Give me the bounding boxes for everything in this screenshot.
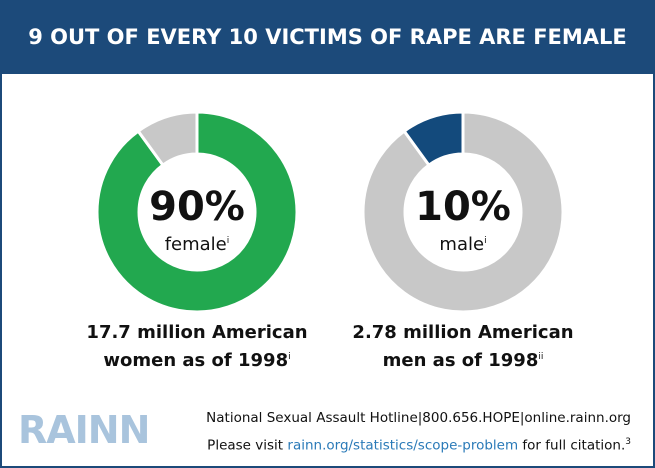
title: 9 OUT OF EVERY 10 VICTIMS OF RAPE ARE FE… bbox=[28, 25, 627, 49]
category: female bbox=[164, 234, 227, 255]
title-bar: 9 OUT OF EVERY 10 VICTIMS OF RAPE ARE FE… bbox=[2, 0, 653, 74]
logo: RAINN bbox=[18, 408, 150, 452]
note-ref: i bbox=[484, 236, 487, 246]
note-ref: i bbox=[226, 236, 230, 246]
caption: 17.7 million American women as of 1998i bbox=[77, 321, 317, 373]
category: male bbox=[439, 234, 485, 255]
citation-link[interactable]: rainn.org/statistics/scope-problem bbox=[287, 437, 519, 454]
note-ref: 3 bbox=[625, 437, 631, 447]
category-label: malei bbox=[383, 229, 543, 257]
donut-segment bbox=[95, 110, 299, 314]
center-label: 90% femalei bbox=[117, 185, 277, 257]
donut-segment bbox=[361, 110, 565, 314]
caption-text: 17.7 million American women as of 1998 bbox=[86, 322, 308, 371]
value-label: 90% bbox=[149, 184, 245, 230]
citation-text: for full citation. bbox=[522, 437, 626, 454]
note-ref: i bbox=[288, 352, 291, 362]
center-label: 10% malei bbox=[383, 185, 543, 257]
hotline: National Sexual Assault Hotline|800.656.… bbox=[206, 410, 631, 426]
note-ref: ii bbox=[538, 352, 544, 362]
donut-segment bbox=[136, 110, 199, 168]
category-label: femalei bbox=[117, 229, 277, 257]
caption: 2.78 million American men as of 1998ii bbox=[343, 321, 583, 373]
citation: Please visit rainn.org/statistics/scope-… bbox=[207, 437, 631, 454]
caption-text: 2.78 million American men as of 1998 bbox=[352, 322, 574, 371]
donut-segment bbox=[402, 110, 465, 168]
citation-text: Please visit bbox=[207, 437, 284, 454]
value-label: 10% bbox=[415, 184, 511, 230]
